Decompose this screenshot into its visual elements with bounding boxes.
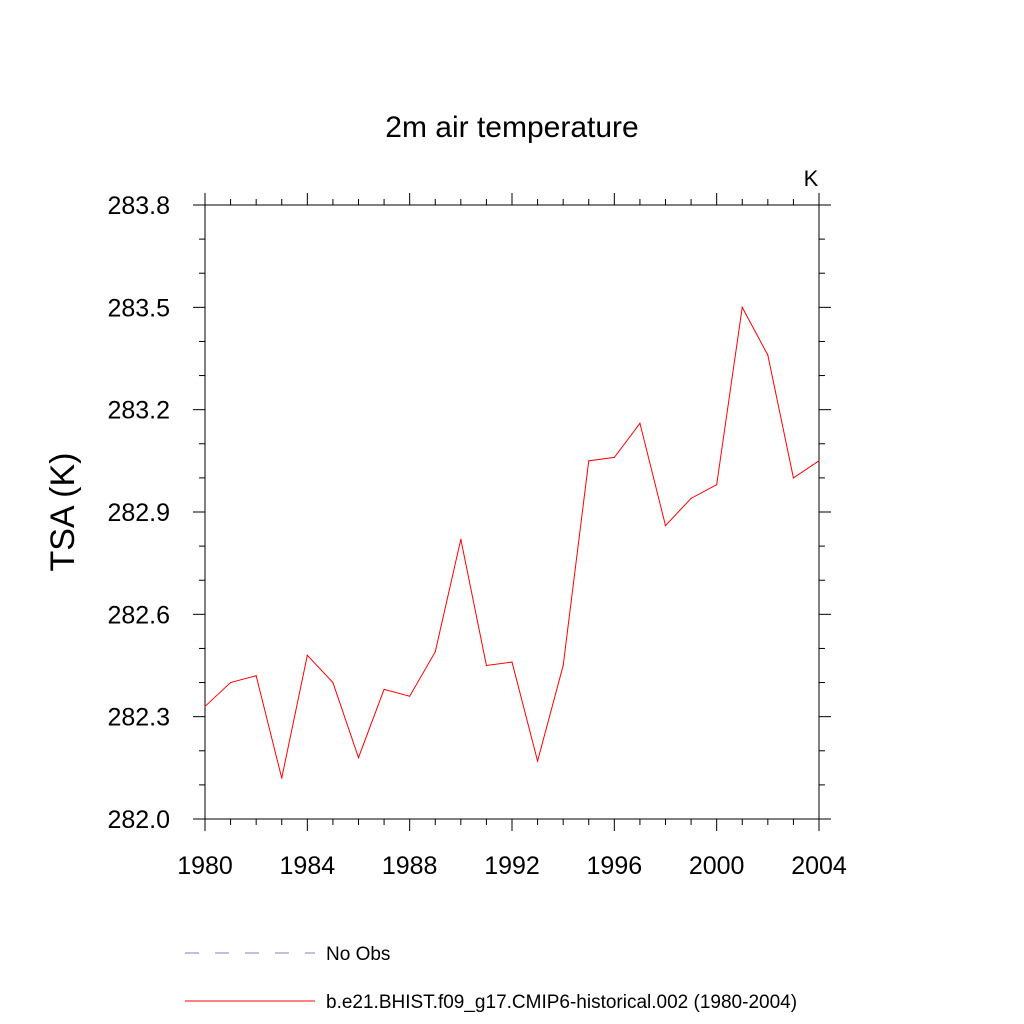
y-tick-labels: 282.0 282.3 282.6 282.9 283.2 283.5 283.8	[107, 192, 170, 834]
data-point	[332, 681, 334, 684]
x-tick-label: 1996	[587, 852, 643, 880]
data-point	[664, 525, 667, 527]
series-group	[204, 305, 820, 779]
data-point	[741, 306, 743, 308]
x-tick-labels: 1980 1984 1988 1992 1996 2000 2004	[177, 852, 847, 880]
data-point	[536, 760, 539, 762]
series-line	[204, 305, 820, 779]
units-label: K	[804, 166, 819, 191]
y-tick-label: 282.9	[107, 499, 170, 527]
data-point	[357, 757, 360, 759]
y-tick-label: 282.6	[107, 601, 170, 629]
data-point	[818, 460, 820, 462]
data-point	[229, 681, 232, 684]
y-tick-label: 282.3	[107, 704, 170, 732]
data-point	[690, 497, 692, 499]
data-point	[434, 651, 436, 653]
data-point	[255, 675, 257, 677]
y-tick-label: 283.2	[107, 397, 170, 425]
legend-label-no-obs: No Obs	[326, 944, 390, 965]
major-ticks	[193, 193, 831, 831]
minor-ticks	[199, 199, 825, 825]
data-point	[562, 664, 564, 667]
legend-label-historical: b.e21.BHIST.f09_g17.CMIP6-historical.002…	[326, 992, 797, 1013]
data-point	[409, 695, 411, 697]
chart-title: 2m air temperature	[385, 111, 638, 144]
data-point	[588, 460, 590, 462]
data-point	[485, 664, 488, 667]
data-point	[383, 688, 385, 690]
x-tick-label: 1988	[382, 852, 438, 880]
plot-frame	[204, 204, 820, 820]
x-tick-label: 1992	[484, 852, 540, 880]
data-point	[613, 456, 615, 459]
data-point	[767, 354, 769, 356]
data-point	[281, 777, 283, 779]
data-point	[716, 484, 718, 486]
y-axis-label: TSA (K)	[44, 452, 82, 571]
data-point	[306, 654, 308, 656]
y-tick-label: 282.0	[107, 806, 170, 834]
legend: No Obs b.e21.BHIST.f09_g17.CMIP6-histori…	[185, 944, 797, 1013]
data-point	[639, 422, 641, 424]
x-tick-label: 2000	[689, 852, 745, 880]
x-tick-label: 1980	[177, 852, 233, 880]
data-point	[460, 538, 462, 540]
y-tick-label: 283.5	[107, 294, 170, 322]
x-tick-label: 2004	[791, 852, 847, 880]
data-point	[792, 477, 795, 479]
data-point	[511, 661, 513, 663]
y-tick-label: 283.8	[107, 192, 170, 220]
data-point	[204, 705, 206, 708]
x-tick-label: 1984	[280, 852, 336, 880]
